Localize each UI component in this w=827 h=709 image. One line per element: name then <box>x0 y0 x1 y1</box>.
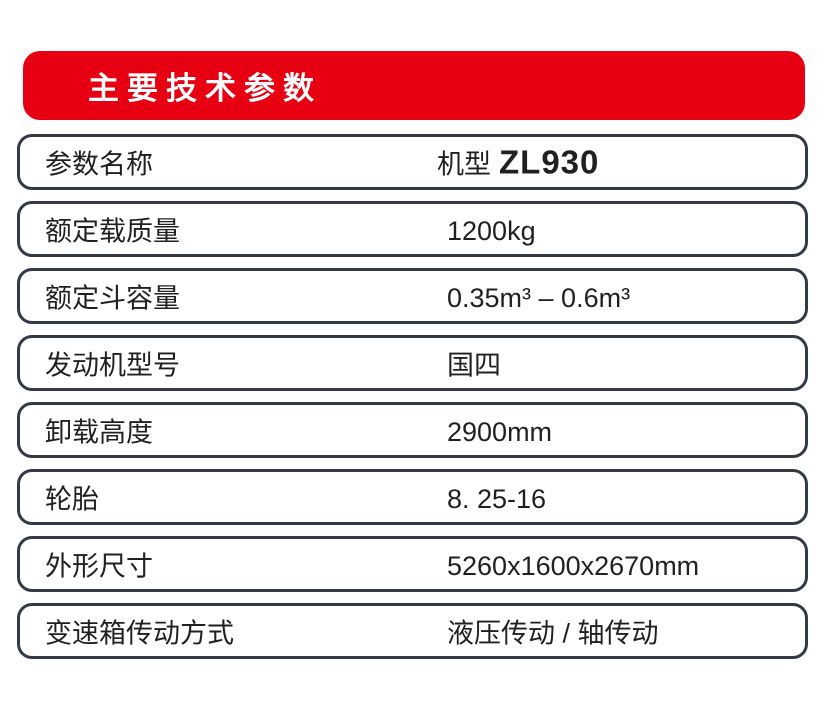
spec-table: 参数名称 机型 ZL930 额定载质量 1200kg 额定斗容量 0.35m³ –… <box>17 134 808 659</box>
spec-value-text: 1200kg <box>447 216 536 246</box>
page-title: 主要技术参数 <box>88 71 322 106</box>
spec-value: 国四 <box>447 344 509 383</box>
spec-label: 额定载质量 <box>45 216 180 247</box>
spec-row: 额定斗容量 0.35m³ – 0.6m³ <box>17 268 808 324</box>
spec-value: 机型 ZL930 <box>437 143 599 182</box>
spec-label: 额定斗容量 <box>45 283 180 314</box>
spec-row: 外形尺寸 5260x1600x2670mm <box>17 536 808 592</box>
spec-value-text: 国四 <box>447 350 501 381</box>
spec-value: 液压传动 / 轴传动 <box>447 612 667 651</box>
spec-value-text: 机型 <box>437 149 491 180</box>
spec-value: 1200kg <box>447 210 544 248</box>
spec-value-text: 5260x1600x2670mm <box>447 551 700 581</box>
spec-label: 轮胎 <box>45 484 99 515</box>
spec-value: 2900mm <box>447 411 560 449</box>
spec-value: 0.35m³ – 0.6m³ <box>447 277 638 315</box>
spec-label: 外形尺寸 <box>45 551 153 582</box>
spec-label: 卸载高度 <box>45 417 153 448</box>
spec-label: 发动机型号 <box>45 350 180 381</box>
header-banner: 主要技术参数 <box>23 51 805 120</box>
spec-row: 额定载质量 1200kg <box>17 201 808 257</box>
spec-value-text: 8. 25-16 <box>447 484 547 514</box>
spec-value: 8. 25-16 <box>447 478 554 516</box>
spec-row: 变速箱传动方式 液压传动 / 轴传动 <box>17 603 808 659</box>
spec-row: 卸载高度 2900mm <box>17 402 808 458</box>
spec-row: 轮胎 8. 25-16 <box>17 469 808 525</box>
spec-label: 参数名称 <box>45 149 153 180</box>
spec-value-text: 0.35m³ – 0.6m³ <box>447 283 631 313</box>
spec-value-model: ZL930 <box>499 143 600 181</box>
spec-label: 变速箱传动方式 <box>45 618 234 649</box>
spec-row: 发动机型号 国四 <box>17 335 808 391</box>
spec-row: 参数名称 机型 ZL930 <box>17 134 808 190</box>
spec-value-text: 2900mm <box>447 417 553 447</box>
spec-value-text: 液压传动 / 轴传动 <box>447 618 659 649</box>
spec-value: 5260x1600x2670mm <box>447 545 707 583</box>
